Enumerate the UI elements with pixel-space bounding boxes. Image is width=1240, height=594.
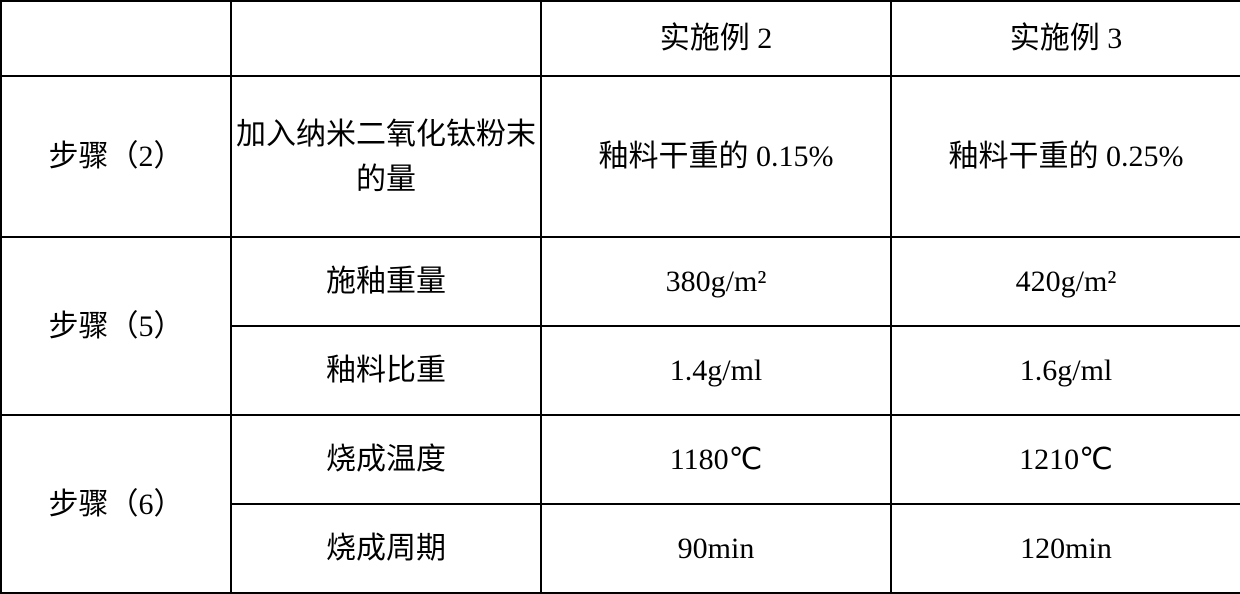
value-cell: 90min: [541, 504, 891, 593]
param-cell: 烧成温度: [231, 415, 541, 504]
value-cell: 1.6g/ml: [891, 326, 1240, 415]
step-cell: 步骤（2）: [1, 76, 231, 238]
value-cell: 釉料干重的 0.25%: [891, 76, 1240, 238]
value-cell: 釉料干重的 0.15%: [541, 76, 891, 238]
table-row: 步骤（6） 烧成温度 1180℃ 1210℃: [1, 415, 1240, 504]
header-cell-blank-1: [1, 1, 231, 76]
param-cell: 烧成周期: [231, 504, 541, 593]
value-cell: 1.4g/ml: [541, 326, 891, 415]
value-cell: 1180℃: [541, 415, 891, 504]
data-table: 实施例 2 实施例 3 步骤（2） 加入纳米二氧化钛粉末的量 釉料干重的 0.1…: [0, 0, 1240, 594]
table-row: 步骤（2） 加入纳米二氧化钛粉末的量 釉料干重的 0.15% 釉料干重的 0.2…: [1, 76, 1240, 238]
param-cell: 釉料比重: [231, 326, 541, 415]
header-cell-example-3: 实施例 3: [891, 1, 1240, 76]
value-cell: 120min: [891, 504, 1240, 593]
value-cell: 380g/m²: [541, 237, 891, 326]
param-cell: 施釉重量: [231, 237, 541, 326]
step-cell: 步骤（6）: [1, 415, 231, 593]
table-container: 实施例 2 实施例 3 步骤（2） 加入纳米二氧化钛粉末的量 釉料干重的 0.1…: [0, 0, 1240, 594]
header-cell-example-2: 实施例 2: [541, 1, 891, 76]
param-cell: 加入纳米二氧化钛粉末的量: [231, 76, 541, 238]
value-cell: 1210℃: [891, 415, 1240, 504]
table-header-row: 实施例 2 实施例 3: [1, 1, 1240, 76]
header-cell-blank-2: [231, 1, 541, 76]
value-cell: 420g/m²: [891, 237, 1240, 326]
step-cell: 步骤（5）: [1, 237, 231, 415]
table-row: 步骤（5） 施釉重量 380g/m² 420g/m²: [1, 237, 1240, 326]
